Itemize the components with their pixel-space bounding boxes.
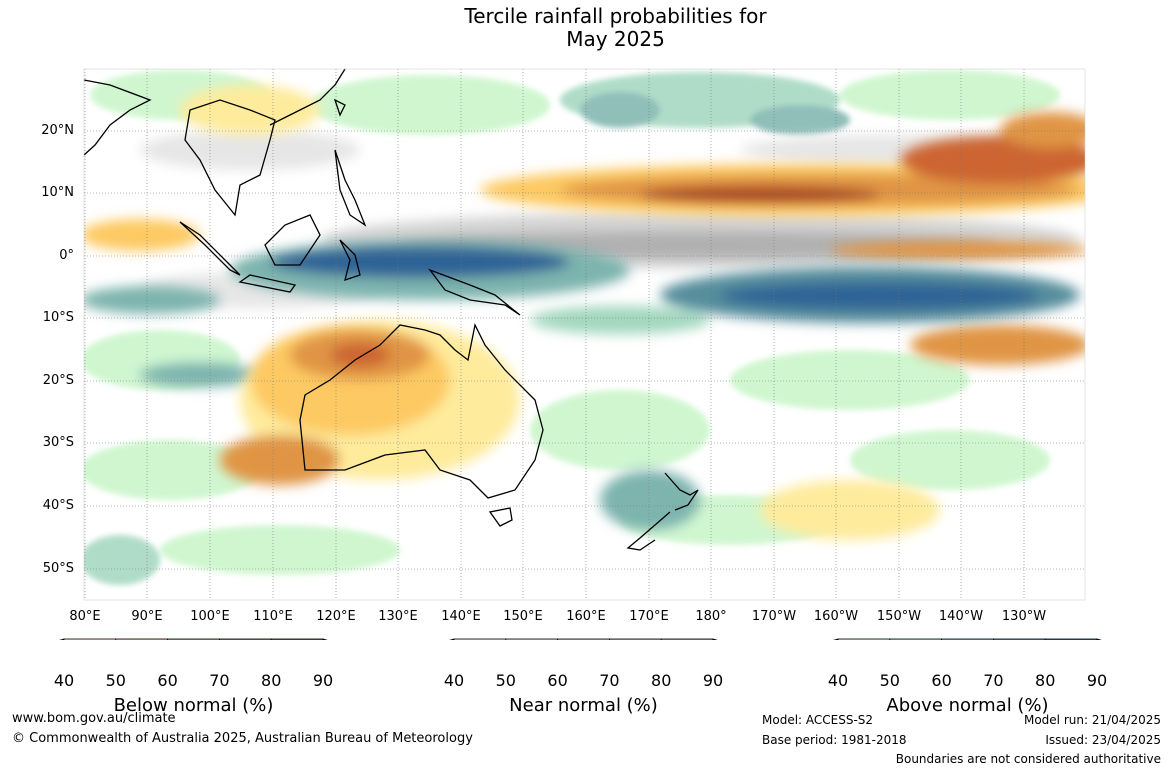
issued-text: Issued: 23/04/2025 <box>1045 733 1161 747</box>
colourbar-tick-label: 70 <box>209 671 230 690</box>
colourbar-tick-label: 40 <box>53 671 75 690</box>
colourbar-upper-extension <box>1096 638 1102 640</box>
australia-outline <box>299 323 544 499</box>
longitude-label: 130°E <box>378 609 418 624</box>
colourbar-segment <box>1044 638 1098 640</box>
colourbar-tick-label: 60 <box>931 671 952 690</box>
borneo-outline <box>264 214 321 266</box>
colourbar-lower-extension <box>833 638 839 640</box>
title-line-2: May 2025 <box>566 27 665 51</box>
colourbar-segment <box>609 638 662 640</box>
colourbar-tick-label: 70 <box>599 671 620 690</box>
longitude-label: 160°W <box>813 609 859 624</box>
latitude-label: 50°S <box>42 561 74 576</box>
longitude-label: 140°W <box>938 609 984 624</box>
colourbar-segment <box>660 638 714 640</box>
colourbar-segment <box>993 638 1046 640</box>
tasmania-outline <box>488 507 513 527</box>
colourbar-lower-extension <box>449 638 455 640</box>
colourbar-segment <box>505 638 558 640</box>
new-zealand-south-outline <box>626 511 671 551</box>
colourbar-segment <box>63 638 117 640</box>
colourbar-tick-label: 40 <box>443 671 465 690</box>
colourbar-title: Below normal (%) <box>113 695 274 716</box>
latitude-label: 20°S <box>42 373 74 388</box>
colourbar-lower-extension <box>59 638 65 640</box>
model-run-text: Model run: 21/04/2025 <box>1023 713 1161 727</box>
latitude-label: 30°S <box>42 435 74 450</box>
longitude-label: 100°E <box>190 609 230 624</box>
sulawesi-outline <box>339 239 361 281</box>
longitude-label: 170°W <box>751 609 797 624</box>
colourbar-upper-extension <box>322 638 328 640</box>
base-period-text: Base period: 1981-2018 <box>762 733 907 747</box>
colourbars <box>59 638 1102 640</box>
colourbar-tick-label: 90 <box>312 671 334 690</box>
taiwan-outline <box>333 98 346 117</box>
philippines-outline <box>334 149 367 227</box>
map-title: Tercile rainfall probabilities for May 2… <box>0 5 1173 51</box>
colourbar-tick-label: 50 <box>495 671 516 690</box>
colourbar-tick-label: 90 <box>1086 671 1108 690</box>
colourbar <box>59 638 328 640</box>
colourbar-tick-label: 40 <box>827 671 849 690</box>
colourbar-tick-label: 80 <box>651 671 672 690</box>
gridlines <box>84 69 1085 600</box>
longitude-label: 90°E <box>131 609 163 624</box>
longitude-label: 170°E <box>629 609 669 624</box>
longitude-label: 130°W <box>1001 609 1047 624</box>
colourbar-segment <box>167 638 220 640</box>
colourbar-tick-label: 60 <box>157 671 178 690</box>
rainfall-probability-map <box>59 68 1102 640</box>
title-line-1: Tercile rainfall probabilities for <box>464 4 767 28</box>
indochina-outline <box>184 99 276 217</box>
colourbar-segment <box>270 638 324 640</box>
colourbar-segment <box>557 638 610 640</box>
coastlines <box>83 68 699 551</box>
colourbar-title: Above normal (%) <box>886 695 1049 716</box>
website-text: www.bom.gov.au/climate <box>12 711 176 726</box>
china-coast-outline <box>269 68 346 126</box>
latitude-label: 10°N <box>41 185 74 200</box>
disclaimer-text: Boundaries are not considered authoritat… <box>895 752 1161 766</box>
longitude-label: 160°E <box>566 609 606 624</box>
probability-field <box>84 70 1085 585</box>
india-outline <box>83 79 152 156</box>
colourbar-segment <box>218 638 272 640</box>
colourbar-tick-label: 90 <box>702 671 724 690</box>
latitude-label: 40°S <box>42 498 74 513</box>
colourbar-segment <box>453 638 507 640</box>
longitude-label: 80°E <box>69 609 101 624</box>
latitude-label: 10°S <box>42 310 74 325</box>
model-text: Model: ACCESS-S2 <box>762 713 874 727</box>
colourbar <box>449 638 718 640</box>
colourbar-tick-label: 80 <box>1035 671 1056 690</box>
copyright-text: © Commonwealth of Australia 2025, Austra… <box>12 731 473 746</box>
longitude-label: 150°E <box>503 609 543 624</box>
colourbar-tick-label: 50 <box>105 671 126 690</box>
sumatra-outline <box>179 221 241 276</box>
longitude-label: 150°W <box>876 609 922 624</box>
longitude-label: 180° <box>695 609 727 624</box>
colourbar-segment <box>837 638 891 640</box>
colourbar-upper-extension <box>712 638 718 640</box>
colourbar-segment <box>115 638 169 640</box>
longitude-label: 110°E <box>253 609 293 624</box>
longitude-label: 140°E <box>441 609 481 624</box>
longitude-label: 120°E <box>316 609 356 624</box>
new-guinea-outline <box>428 268 521 316</box>
latitude-label: 0° <box>59 248 74 263</box>
colourbar-segment <box>941 638 994 640</box>
colourbar-tick-label: 80 <box>261 671 282 690</box>
latitude-label: 20°N <box>41 123 74 138</box>
map-frame <box>83 68 1086 601</box>
colourbar-segment <box>889 638 942 640</box>
colourbar <box>833 638 1102 640</box>
colourbar-tick-label: 50 <box>879 671 900 690</box>
colourbar-tick-label: 70 <box>983 671 1004 690</box>
colourbar-title: Near normal (%) <box>509 695 658 716</box>
new-zealand-north-outline <box>664 472 699 511</box>
java-outline <box>238 274 297 293</box>
colourbar-tick-label: 60 <box>547 671 568 690</box>
